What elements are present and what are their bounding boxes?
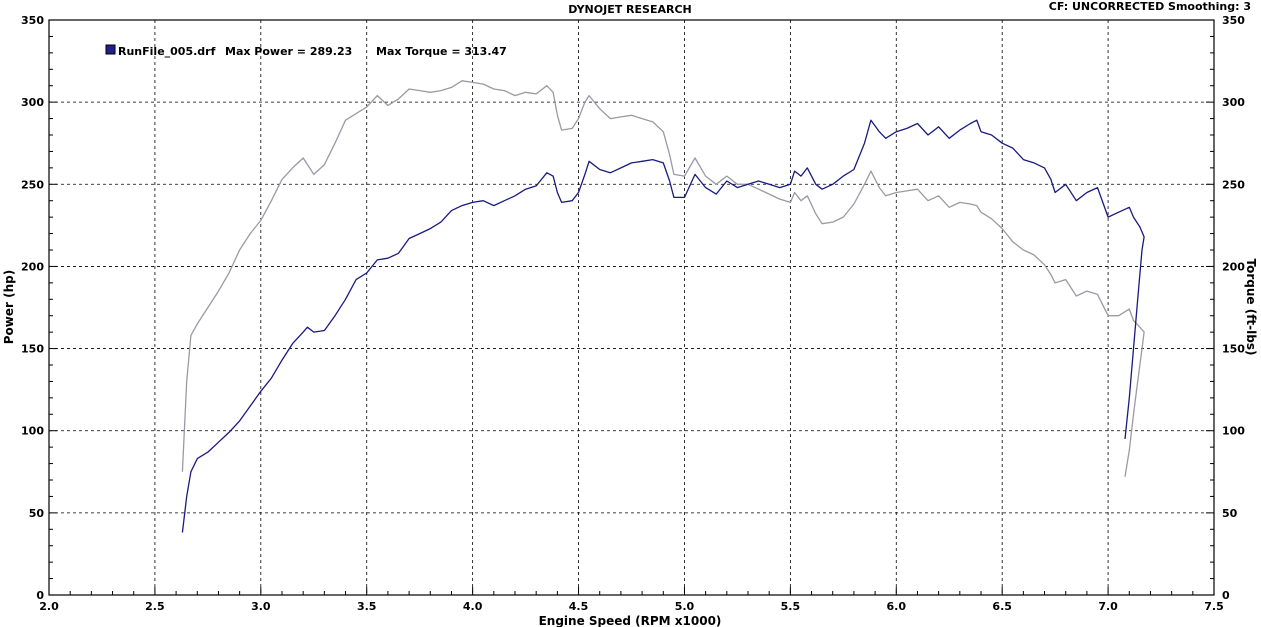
y2-tick-label: 250 xyxy=(1222,178,1245,191)
legend-max-power: Max Power = 289.23 xyxy=(225,45,352,58)
tick-labels: 2.0 2.5 3.0 3.5 4.0 4.5 5.0 5.5 6.0 6.5 7.0 7.50501… xyxy=(21,14,1245,613)
chart-title: DYNOJET RESEARCH xyxy=(568,3,691,16)
torque-curve xyxy=(181,80,1145,477)
x-tick-label: 5.5 xyxy=(781,600,801,613)
plot-area xyxy=(48,19,1215,596)
y-tick-label: 350 xyxy=(21,14,44,27)
power-curve xyxy=(181,119,1145,533)
x-axis-label: Engine Speed (RPM x1000) xyxy=(539,614,722,627)
x-tick-label: 4.0 xyxy=(463,600,483,613)
y-tick-label: 150 xyxy=(21,343,44,356)
legend-swatch xyxy=(105,44,116,55)
x-tick-label: 5.0 xyxy=(675,600,695,613)
x-tick-label: 6.5 xyxy=(992,600,1012,613)
series-layer xyxy=(181,80,1145,533)
y-tick-label: 100 xyxy=(21,425,44,438)
y-tick-label: 50 xyxy=(29,507,45,520)
y2-tick-label: 150 xyxy=(1222,343,1245,356)
x-tick-label: 3.0 xyxy=(251,600,271,613)
y-axis-label: Power (hp) xyxy=(2,270,16,344)
x-tick-label: 2.5 xyxy=(145,600,165,613)
plot-frame xyxy=(48,19,1215,596)
y2-tick-label: 50 xyxy=(1222,507,1238,520)
axis-ticks xyxy=(48,19,1215,596)
x-tick-label: 7.0 xyxy=(1098,600,1118,613)
y2-tick-label: 350 xyxy=(1222,14,1245,27)
x-tick-label: 3.5 xyxy=(357,600,377,613)
y2-tick-label: 300 xyxy=(1222,96,1245,109)
legend-max-torque: Max Torque = 313.47 xyxy=(376,45,507,58)
status-text: CF: UNCORRECTED Smoothing: 3 xyxy=(1049,0,1251,13)
legend: RunFile_005.drf Max Power = 289.23 Max T… xyxy=(105,44,507,58)
y-tick-label: 300 xyxy=(21,96,44,109)
y2-tick-label: 0 xyxy=(1222,589,1230,602)
grid-lines xyxy=(49,20,1214,595)
y-tick-label: 250 xyxy=(21,178,44,191)
legend-file: RunFile_005.drf xyxy=(118,45,216,58)
x-tick-label: 6.0 xyxy=(887,600,907,613)
x-tick-label: 7.5 xyxy=(1204,600,1224,613)
x-tick-label: 2.0 xyxy=(39,600,59,613)
y-tick-label: 200 xyxy=(21,260,44,273)
y2-axis-label: Torque (ft-lbs) xyxy=(1244,259,1258,356)
y2-tick-label: 200 xyxy=(1222,260,1245,273)
y2-tick-label: 100 xyxy=(1222,425,1245,438)
y-tick-label: 0 xyxy=(36,589,44,602)
x-tick-label: 4.5 xyxy=(569,600,589,613)
